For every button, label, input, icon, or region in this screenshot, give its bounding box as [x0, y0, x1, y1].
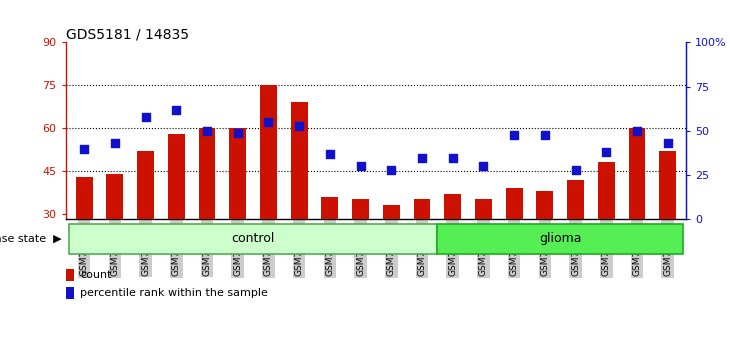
Bar — [537, 191, 553, 219]
Bar — [629, 128, 645, 219]
Point — [263, 119, 274, 125]
Bar — [437, 224, 683, 254]
Bar — [414, 200, 431, 219]
Point — [355, 164, 366, 169]
Point — [78, 146, 90, 152]
Bar — [66, 287, 74, 299]
Bar — [475, 200, 492, 219]
Bar — [352, 200, 369, 219]
Point — [109, 141, 120, 146]
Text: count: count — [80, 270, 112, 280]
Bar — [506, 188, 523, 219]
Point — [324, 151, 336, 157]
Bar — [321, 196, 338, 219]
Text: GDS5181 / 14835: GDS5181 / 14835 — [66, 27, 188, 41]
Bar — [66, 269, 74, 281]
Bar — [229, 128, 246, 219]
Point — [631, 128, 643, 134]
Text: percentile rank within the sample: percentile rank within the sample — [80, 288, 268, 298]
Point — [477, 164, 489, 169]
Point — [293, 123, 305, 129]
Bar — [76, 177, 93, 219]
Point — [539, 132, 550, 137]
Point — [201, 128, 213, 134]
Bar — [567, 179, 584, 219]
Point — [170, 107, 182, 113]
Point — [139, 114, 151, 120]
Point — [570, 167, 582, 173]
Bar — [445, 194, 461, 219]
Point — [508, 132, 520, 137]
Bar — [598, 162, 615, 219]
Text: control: control — [231, 233, 274, 245]
Point — [232, 130, 244, 136]
Bar — [383, 205, 400, 219]
Bar — [659, 151, 676, 219]
Point — [601, 149, 612, 155]
Point — [416, 155, 428, 160]
Bar — [168, 134, 185, 219]
Bar — [291, 102, 307, 219]
Point — [385, 167, 397, 173]
Point — [662, 141, 674, 146]
Text: glioma: glioma — [539, 233, 582, 245]
Point — [447, 155, 458, 160]
Bar — [69, 224, 437, 254]
Text: disease state  ▶: disease state ▶ — [0, 234, 62, 244]
Bar — [199, 128, 215, 219]
Bar — [260, 85, 277, 219]
Bar — [137, 151, 154, 219]
Bar — [107, 174, 123, 219]
